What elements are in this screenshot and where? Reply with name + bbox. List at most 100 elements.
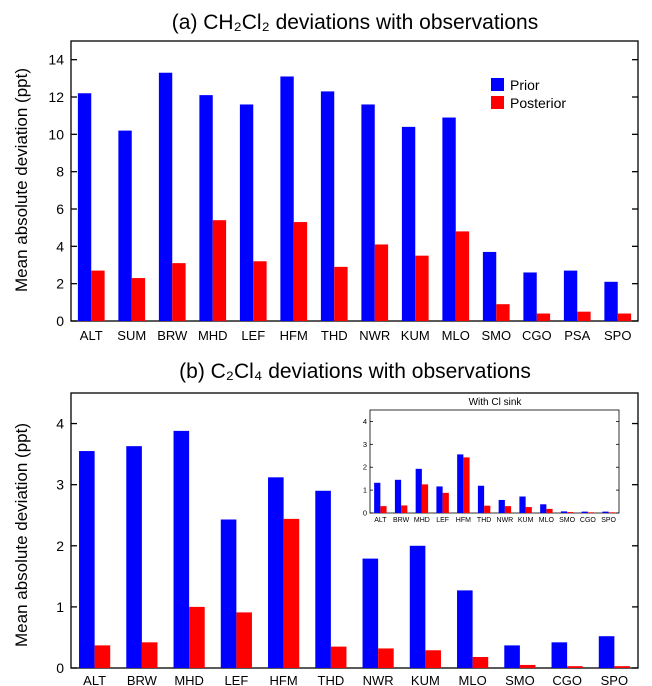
panel-a-x-tick-label: PSA — [564, 328, 590, 343]
panel-a-x-tick-label: MLO — [442, 328, 470, 343]
panel-a-bar-prior-lef — [239, 104, 254, 321]
inset-bar-prior-smo — [560, 511, 568, 513]
inset-bar-posterior-kum — [525, 507, 532, 513]
panel-a-bar-prior-mhd — [199, 95, 213, 321]
panel-b-bar-posterior-mlo — [472, 657, 489, 668]
panel-b-bar-prior-mhd — [173, 430, 190, 668]
inset-x-tick-label: LEF — [436, 517, 449, 524]
panel-a-y-tick-label: 6 — [56, 201, 64, 217]
panel-a-y-tick-label: 10 — [48, 126, 64, 142]
panel-b-bar-prior-kum — [409, 545, 426, 668]
inset-bar-posterior-smo — [567, 512, 574, 513]
panel-a-bar-posterior-psa — [577, 311, 591, 321]
inset-x-tick-label: ALT — [374, 517, 387, 524]
panel-b-y-axis-label: Mean absolute deviation (ppt) — [12, 423, 31, 647]
inset-x-tick-label: KUM — [518, 517, 534, 524]
inset-bar-posterior-mlo — [546, 508, 553, 513]
panel-b-plot-frame — [70, 392, 639, 669]
panel-a-bar-prior-hfm — [280, 76, 294, 321]
panel-a-bar-prior-alt — [77, 93, 92, 322]
panel-a-bar-prior-smo — [482, 251, 497, 321]
panel-a-bar-prior-cgo — [523, 272, 537, 321]
inset-x-tick-label: HFM — [456, 517, 471, 524]
panel-b-bar-prior-spo — [598, 636, 615, 668]
panel-a-bar-posterior-thd — [334, 266, 348, 321]
panel-b-bar-prior-alt — [79, 451, 95, 668]
panel-b-bar-prior-smo — [504, 645, 520, 668]
inset-y-tick-label: 4 — [363, 417, 367, 426]
inset-x-tick-label: CGO — [580, 517, 597, 524]
inset-plot-frame — [369, 409, 620, 514]
panel-b-x-tick-label: ALT — [83, 673, 106, 686]
panel-a-bar-posterior-lef — [253, 261, 267, 321]
panel-a-bar-posterior-kum — [415, 255, 429, 321]
legend-prior-label: Prior — [510, 77, 540, 93]
panel-b-x-tick-label: SPO — [601, 673, 628, 686]
panel-b-x-tick-label: THD — [318, 673, 345, 686]
panel-a-bar-prior-kum — [401, 126, 416, 321]
legend-posterior-label: Posterior — [510, 95, 566, 111]
panel-b-bar-prior-mlo — [457, 590, 473, 668]
panel-b-x-tick-label: BRW — [127, 673, 158, 686]
panel-a-bar-posterior-sum — [131, 278, 146, 321]
panel-b-bar-posterior-brw — [141, 642, 158, 668]
inset-bar-prior-mlo — [540, 504, 547, 513]
inset-bar-prior-lef — [436, 486, 443, 513]
inset-y-tick-label: 1 — [363, 486, 367, 495]
inset-bar-prior-hfm — [457, 454, 464, 513]
panel-b-bar-posterior-thd — [330, 646, 347, 668]
panel-b-bar-prior-nwr — [362, 558, 379, 668]
panel-a-y-tick-label: 4 — [56, 238, 64, 254]
inset-background — [370, 410, 619, 513]
panel-b-bar-posterior-nwr — [378, 648, 394, 668]
inset-bar-prior-brw — [394, 479, 402, 513]
panel-b-x-tick-label: CGO — [552, 673, 582, 686]
inset-bar-prior-nwr — [498, 499, 505, 513]
panel-a-x-tick-label: LEF — [241, 328, 265, 343]
inset-bar-posterior-lef — [442, 492, 449, 513]
panel-a-plot-frame — [70, 40, 639, 322]
inset-x-tick-label: BRW — [393, 517, 410, 524]
inset-x-tick-label: MHD — [414, 517, 430, 524]
panel-b-chart: 0 1 2 3 4 ALT BRW MHD LEF HFM THD NWR KUM MLO SMO CGO SP… — [12, 360, 639, 686]
inset-x-tick-label: THD — [477, 517, 491, 524]
inset-bar-posterior-hfm — [463, 457, 470, 513]
panel-a-x-tick-label: ALT — [80, 328, 103, 343]
panel-a-y-tick-label: 8 — [56, 164, 64, 180]
panel-a-bar-posterior-smo — [496, 304, 510, 321]
inset-bar-prior-mhd — [415, 468, 422, 513]
panel-b-bar-prior-brw — [126, 446, 142, 668]
panel-b-y-tick-label: 4 — [56, 416, 64, 432]
inset-bar-posterior-brw — [401, 505, 408, 513]
panel-a-x-tick-label: MHD — [198, 328, 228, 343]
panel-b-bar-posterior-alt — [94, 645, 111, 668]
panel-a-x-tick-label: HFM — [280, 328, 308, 343]
panel-b-x-tick-label: HFM — [270, 673, 298, 686]
panel-a-bar-prior-brw — [158, 72, 173, 321]
panel-a-bar-prior-spo — [604, 281, 618, 321]
panel-a-bar-posterior-brw — [172, 263, 186, 321]
inset-bar-posterior-nwr — [504, 506, 512, 513]
legend-posterior-swatch — [491, 96, 504, 109]
panel-a-bar-prior-mlo — [442, 117, 456, 322]
panel-a-x-tick-label: THD — [321, 328, 348, 343]
panel-a-x-tick-label: SPO — [604, 328, 631, 343]
panel-a-x-tick-label: KUM — [401, 328, 430, 343]
inset-y-tick-label: 0 — [363, 509, 367, 518]
inset-x-tick-label: SPO — [601, 517, 616, 524]
panel-a-bar-prior-sum — [118, 130, 132, 321]
panel-b-title: (b) C₂Cl₄ deviations with observations — [179, 360, 531, 383]
panel-a-x-tick-label: CGO — [522, 328, 552, 343]
panel-a-bar-posterior-nwr — [374, 244, 389, 321]
panel-b-bar-posterior-mhd — [189, 606, 205, 668]
panel-a-chart: 0 2 4 6 8 10 12 14 ALT SUM BRW MHD LEF HFM THD NWR KUM ML… — [12, 11, 639, 343]
panel-a-bar-posterior-mlo — [455, 231, 470, 321]
panel-b-bar-prior-cgo — [551, 642, 568, 668]
panel-a-title: (a) CH₂Cl₂ deviations with observations — [172, 11, 538, 34]
panel-a-bar-posterior-mhd — [212, 220, 227, 321]
inset-y-tick-label: 2 — [363, 463, 367, 472]
inset-x-tick-label: MLO — [539, 517, 555, 524]
panel-b-bar-posterior-cgo — [567, 666, 583, 668]
panel-a-x-tick-label: NWR — [359, 328, 390, 343]
panel-b-bar-prior-hfm — [268, 477, 284, 668]
